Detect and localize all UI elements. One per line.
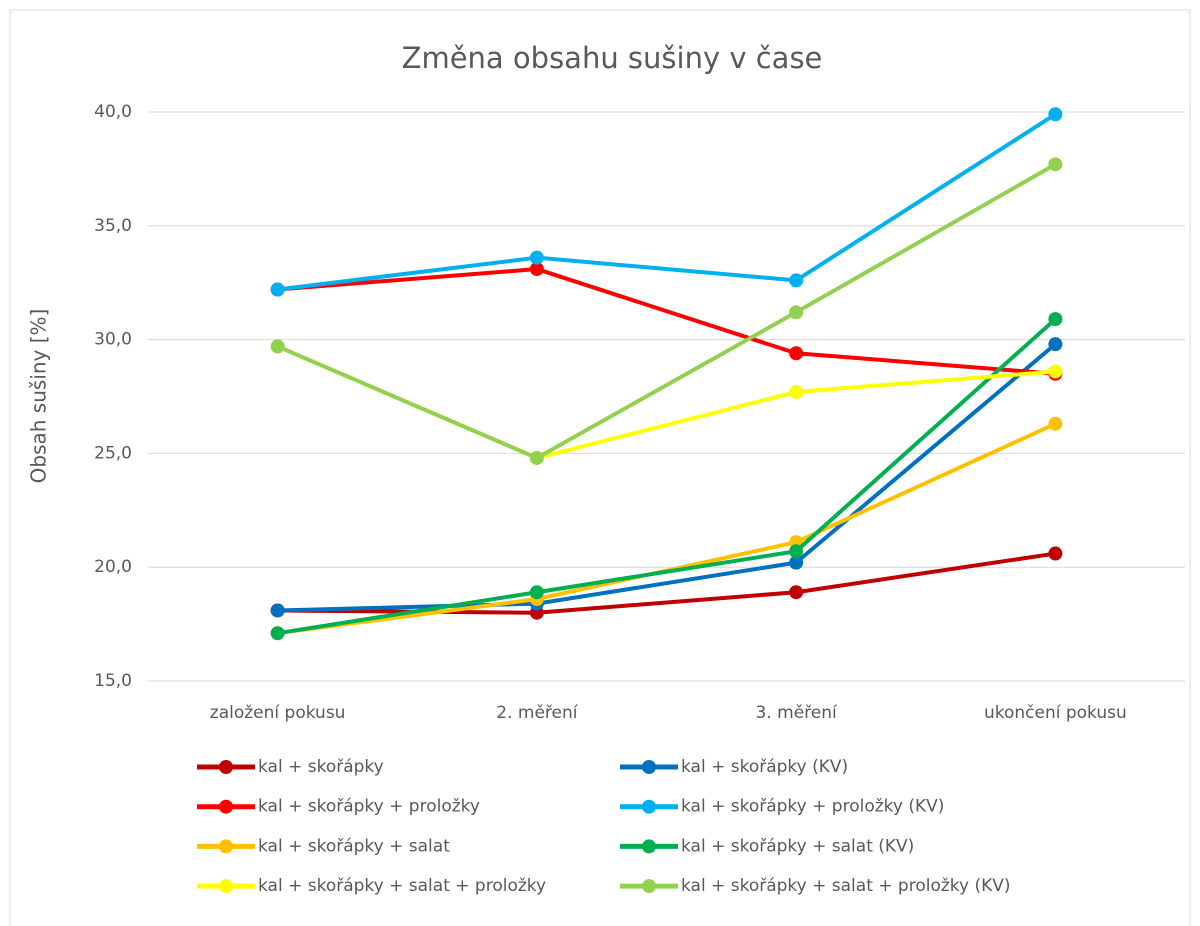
y-tick-label: 15,0 bbox=[94, 671, 132, 691]
data-point bbox=[529, 262, 544, 277]
legend-marker bbox=[219, 839, 233, 854]
legend-marker bbox=[219, 760, 233, 774]
data-point bbox=[270, 626, 285, 641]
series-line bbox=[277, 317, 1057, 636]
legend-marker bbox=[642, 799, 656, 814]
data-point bbox=[789, 585, 804, 600]
legend-label: kal + skořápky + salat + proložky (KV) bbox=[681, 876, 1011, 896]
data-point bbox=[789, 346, 804, 361]
chart-border bbox=[9, 9, 1191, 926]
x-tick-label: 3. měření bbox=[756, 703, 838, 723]
data-point bbox=[789, 544, 804, 559]
data-point bbox=[270, 603, 285, 618]
data-point bbox=[1048, 312, 1063, 327]
y-tick-label: 25,0 bbox=[94, 443, 132, 463]
data-point bbox=[529, 585, 544, 600]
data-point bbox=[1048, 364, 1063, 379]
y-tick-label: 40,0 bbox=[94, 102, 132, 122]
data-point bbox=[1048, 157, 1063, 172]
data-point bbox=[270, 339, 285, 354]
data-point bbox=[529, 250, 544, 265]
series-line bbox=[277, 342, 1057, 613]
data-point bbox=[1048, 546, 1063, 561]
data-point bbox=[789, 555, 804, 570]
legend-marker bbox=[219, 799, 233, 814]
legend-marker bbox=[642, 760, 656, 774]
data-point bbox=[1048, 337, 1063, 352]
legend-marker bbox=[219, 879, 233, 894]
legend-label: kal + skořápky (KV) bbox=[681, 757, 848, 777]
data-point bbox=[529, 450, 544, 465]
legend-label: kal + skořápky + proložky bbox=[258, 797, 480, 817]
data-point bbox=[270, 282, 285, 297]
y-tick-label: 20,0 bbox=[94, 557, 132, 577]
x-tick-label: ukončení pokusu bbox=[984, 703, 1127, 723]
legend-label: kal + skořápky + salat (KV) bbox=[681, 836, 914, 856]
x-tick-label: 2. měření bbox=[496, 703, 578, 723]
y-tick-label: 35,0 bbox=[94, 216, 132, 236]
y-axis-label: Obsah sušiny [%] bbox=[27, 309, 51, 484]
series-line bbox=[276, 162, 1057, 460]
legend-marker bbox=[642, 839, 656, 854]
legend-label: kal + skořápky + proložky (KV) bbox=[681, 797, 944, 817]
legend-marker bbox=[642, 879, 656, 894]
y-tick-label: 30,0 bbox=[94, 330, 132, 350]
data-point bbox=[789, 273, 804, 288]
data-point bbox=[1048, 416, 1063, 431]
legend-label: kal + skořápky + salat bbox=[258, 836, 450, 856]
data-point bbox=[1048, 107, 1063, 122]
legend-label: kal + skořápky + salat + proložky bbox=[258, 876, 546, 896]
legend-label: kal + skořápky bbox=[258, 757, 384, 777]
series-line bbox=[277, 112, 1057, 292]
chart-title: Změna obsahu sušiny v čase bbox=[402, 41, 823, 75]
data-point bbox=[789, 305, 804, 320]
x-tick-label: založení pokusu bbox=[210, 703, 346, 723]
data-point bbox=[789, 384, 804, 399]
series-line bbox=[277, 267, 1056, 376]
